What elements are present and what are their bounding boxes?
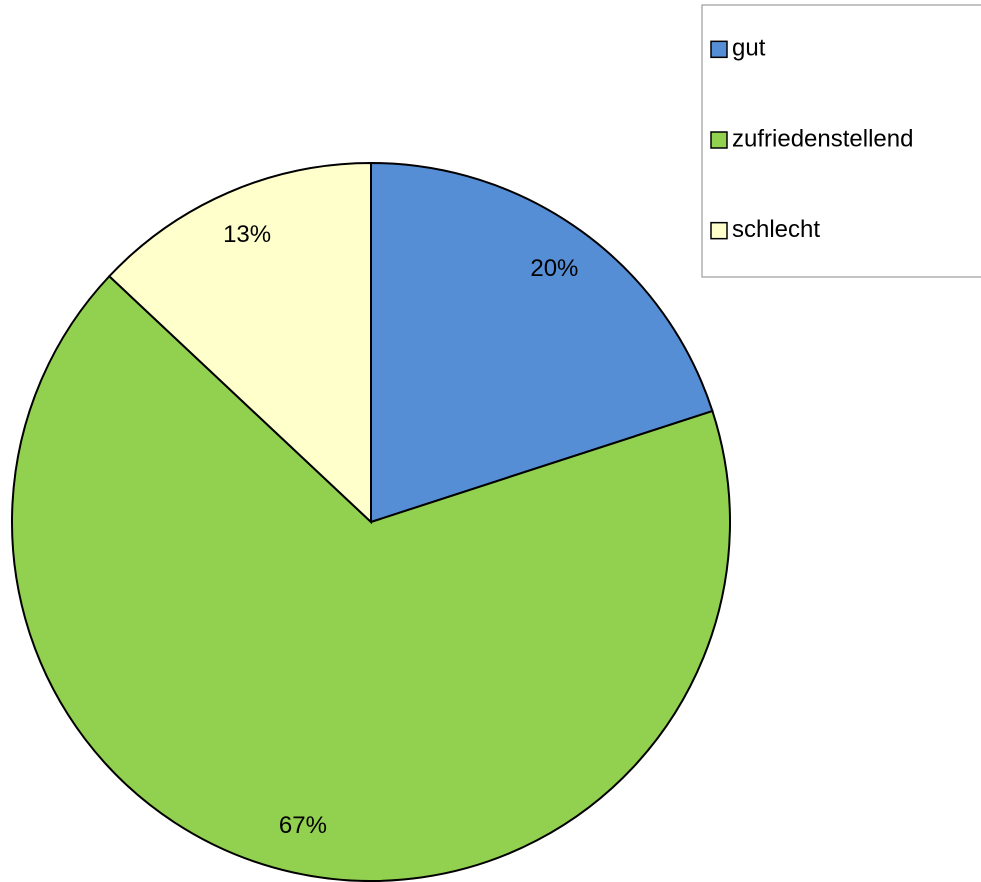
data-label: 20% — [530, 255, 578, 282]
legend-label: zufriedenstellend — [732, 125, 913, 152]
legend-label: schlecht — [732, 216, 820, 243]
data-label: 67% — [279, 812, 327, 839]
legend-box — [701, 4, 981, 278]
legend-swatch — [710, 40, 728, 59]
legend-label: gut — [732, 35, 766, 62]
legend-swatch — [710, 221, 728, 240]
pie-slice — [107, 161, 372, 525]
legend-swatch — [710, 131, 728, 149]
pie-slice — [370, 161, 714, 524]
data-label: 13% — [223, 221, 271, 248]
pie-slice — [11, 274, 731, 882]
